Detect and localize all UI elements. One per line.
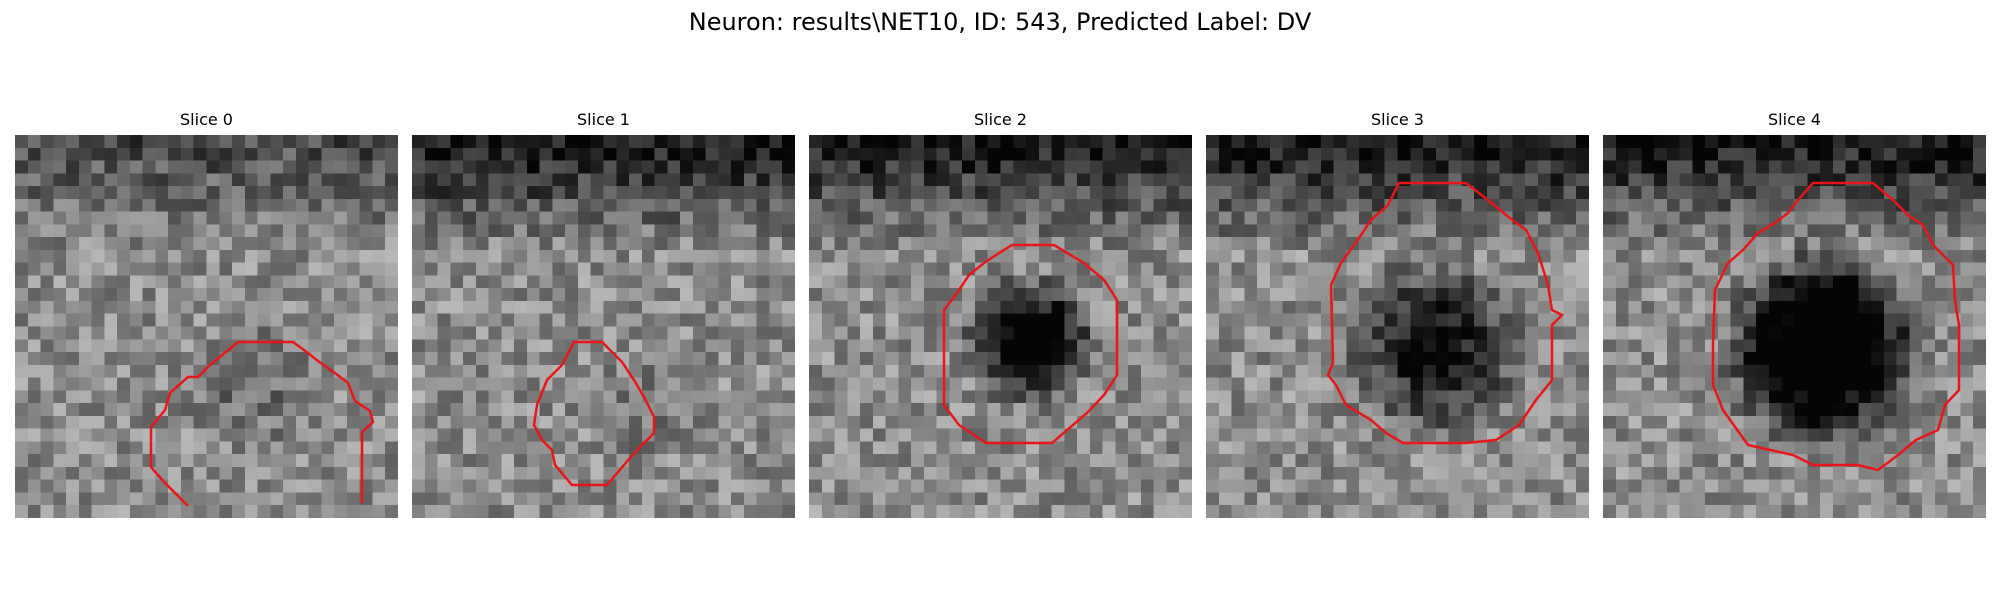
slice-panel-3: Slice 3 (1206, 110, 1589, 518)
slice-panel-0: Slice 0 (15, 110, 398, 518)
microscopy-image (809, 135, 1192, 518)
slice-title: Slice 2 (974, 110, 1027, 129)
slice-image (1206, 135, 1589, 518)
roi-contour (942, 243, 1119, 445)
microscopy-image (1603, 135, 1986, 518)
slice-panel-4: Slice 4 (1603, 110, 1986, 518)
slice-image (15, 135, 398, 518)
microscopy-image (412, 135, 795, 518)
slice-image (412, 135, 795, 518)
roi-contour (532, 340, 656, 487)
slice-image (1603, 135, 1986, 518)
figure-title: Neuron: results\NET10, ID: 543, Predicte… (688, 8, 1312, 36)
microscopy-image (15, 135, 398, 518)
microscopy-image (1206, 135, 1589, 518)
roi-contour (149, 340, 375, 507)
slice-image (809, 135, 1192, 518)
roi-contour (1326, 181, 1565, 445)
slice-title: Slice 0 (180, 110, 233, 129)
slice-panel-1: Slice 1 (412, 110, 795, 518)
roi-contour (1711, 181, 1961, 472)
slice-title: Slice 3 (1371, 110, 1424, 129)
slice-title: Slice 4 (1768, 110, 1821, 129)
slice-panel-2: Slice 2 (809, 110, 1192, 518)
slice-title: Slice 1 (577, 110, 630, 129)
